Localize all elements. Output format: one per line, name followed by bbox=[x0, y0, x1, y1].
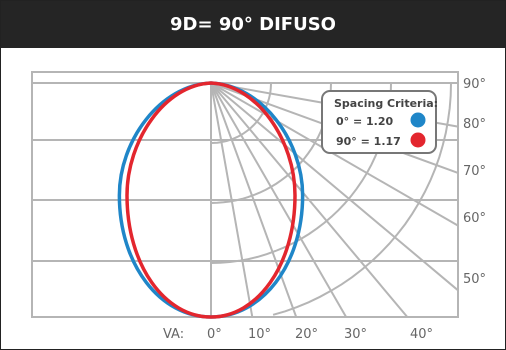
grid-outer-frame bbox=[31, 71, 459, 318]
va-tick-0: 0° bbox=[207, 327, 222, 342]
grid-radial-40 bbox=[210, 82, 409, 318]
legend-marker-1 bbox=[410, 132, 426, 148]
grid-radial-20 bbox=[210, 82, 298, 318]
chart-title: 9D= 90° DIFUSO bbox=[1, 1, 505, 48]
grid-radial-10 bbox=[210, 82, 254, 318]
legend: Spacing Criteria: 0° = 1.20 90° = 1.17 bbox=[321, 90, 438, 154]
legend-entry-1: 90° = 1.17 bbox=[336, 135, 401, 148]
legend-entry-0: 0° = 1.20 bbox=[336, 115, 394, 128]
legend-marker-0 bbox=[410, 112, 426, 128]
grid-radial-30 bbox=[210, 82, 347, 318]
side-label-60: 60° bbox=[463, 211, 486, 226]
grid-radial-50 bbox=[210, 82, 459, 292]
legend-box bbox=[321, 90, 437, 154]
grid-arc-0 bbox=[210, 82, 272, 144]
va-tick-20: 20° bbox=[295, 327, 318, 342]
grid-arc-3 bbox=[272, 82, 452, 316]
side-label-70: 70° bbox=[463, 164, 486, 179]
grid-radial-60 bbox=[210, 82, 459, 227]
side-label-80: 80° bbox=[463, 117, 486, 132]
side-label-50: 50° bbox=[463, 272, 486, 287]
candela-curves bbox=[117, 81, 305, 319]
va-tick-10: 10° bbox=[248, 327, 271, 342]
candela-curve-1 bbox=[125, 81, 297, 319]
va-axis-labels: VA: 0° 10° 20° 30° 40° bbox=[163, 327, 433, 342]
va-tick-40: 40° bbox=[410, 327, 433, 342]
polar-grid bbox=[31, 71, 459, 318]
legend-title: Spacing Criteria: bbox=[334, 97, 438, 110]
side-angle-labels: 90° 80° 70° 60° 50° bbox=[463, 77, 486, 287]
photometric-chart: Spacing Criteria: 0° = 1.20 90° = 1.17 9… bbox=[31, 71, 486, 342]
va-tick-30: 30° bbox=[344, 327, 367, 342]
va-label: VA: bbox=[163, 327, 184, 342]
side-label-90: 90° bbox=[463, 77, 486, 92]
